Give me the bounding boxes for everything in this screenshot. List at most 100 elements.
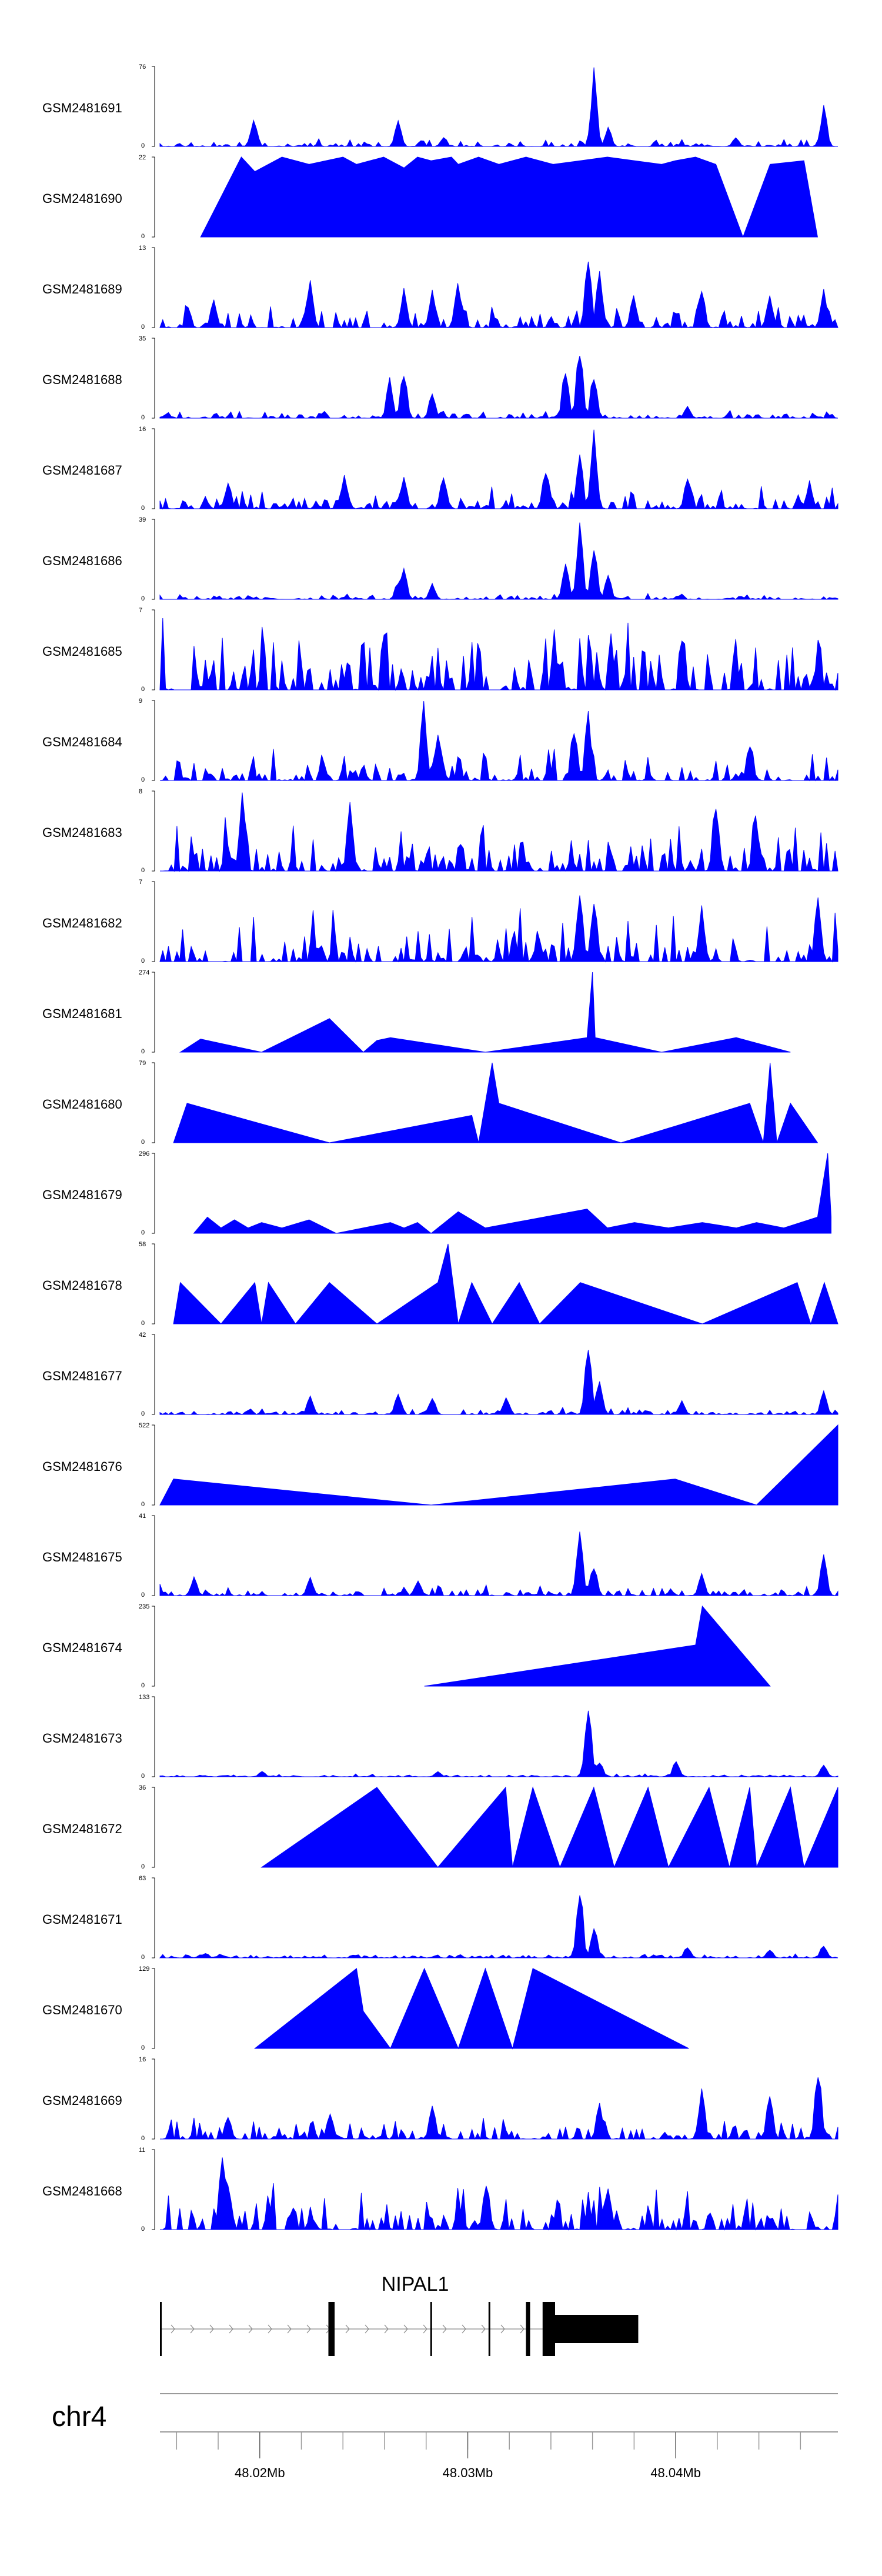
track-GSM2481691: GSM2481691 76 0 [42, 64, 838, 149]
y-min-tick-label: 0 [141, 1501, 145, 1508]
y-min-tick-label: 0 [141, 1320, 145, 1327]
y-min-tick-label: 0 [141, 957, 145, 965]
track-GSM2481683: GSM2481683 8 0 [42, 788, 838, 874]
signal-area [200, 156, 818, 238]
signal-area [159, 1424, 838, 1506]
y-max-tick-label: 296 [139, 1150, 149, 1157]
track-GSM2481678: GSM2481678 58 0 [42, 1241, 838, 1327]
x-tick-label: 48.03Mb [443, 2465, 493, 2480]
track-label: GSM2481670 [42, 2003, 122, 2017]
y-max-tick-label: 133 [139, 1694, 149, 1701]
strand-arrow [248, 2324, 253, 2334]
y-max-tick-label: 22 [139, 154, 146, 161]
strand-arrow [306, 2324, 311, 2334]
strand-arrow [520, 2324, 524, 2334]
strand-arrow [229, 2324, 233, 2334]
y-min-tick-label: 0 [141, 1048, 145, 1055]
track-label: GSM2481681 [42, 1006, 122, 1021]
track-label: GSM2481677 [42, 1369, 122, 1383]
strand-arrow [403, 2324, 408, 2334]
track-GSM2481672: GSM2481672 36 0 [42, 1784, 838, 1870]
y-max-tick-label: 58 [139, 1241, 146, 1248]
track-GSM2481671: GSM2481671 63 0 [42, 1875, 838, 1961]
track-label: GSM2481674 [42, 1640, 122, 1655]
track-GSM2481689: GSM2481689 13 0 [42, 245, 838, 331]
y-max-tick-label: 35 [139, 335, 146, 342]
signal-area [159, 1531, 838, 1597]
track-label: GSM2481685 [42, 644, 122, 659]
strand-arrow [384, 2324, 389, 2334]
y-max-tick-label: 42 [139, 1332, 146, 1339]
track-GSM2481686: GSM2481686 39 0 [42, 516, 838, 602]
y-max-tick-label: 41 [139, 1513, 146, 1520]
gene-utr-block [554, 2315, 639, 2343]
signal-area [193, 1153, 831, 1234]
y-max-tick-label: 274 [139, 969, 149, 976]
y-max-tick-label: 36 [139, 1784, 146, 1791]
signal-area [159, 895, 838, 963]
y-max-tick-label: 522 [139, 1422, 149, 1429]
gene-exon-block [160, 2302, 162, 2356]
signal-area [173, 1243, 838, 1325]
y-max-tick-label: 39 [139, 516, 146, 523]
y-max-tick-label: 16 [139, 426, 146, 433]
track-label: GSM2481672 [42, 1821, 122, 1836]
signal-area [173, 1062, 818, 1143]
y-min-tick-label: 0 [141, 1682, 145, 1689]
strand-arrow [268, 2324, 272, 2334]
y-min-tick-label: 0 [141, 1410, 145, 1417]
track-GSM2481687: GSM2481687 16 0 [42, 426, 838, 512]
track-GSM2481674: GSM2481674 235 0 [42, 1603, 771, 1689]
strand-arrow [209, 2324, 214, 2334]
y-min-tick-label: 0 [141, 505, 145, 512]
gene-track: NIPAL1 [160, 2273, 639, 2356]
track-GSM2481682: GSM2481682 7 0 [42, 879, 838, 965]
y-max-tick-label: 7 [139, 879, 142, 886]
track-GSM2481673: GSM2481673 133 0 [42, 1694, 838, 1780]
y-min-tick-label: 0 [141, 414, 145, 421]
strand-arrow [500, 2324, 505, 2334]
gene-exon-block [542, 2302, 555, 2356]
track-label: GSM2481673 [42, 1731, 122, 1746]
y-max-tick-label: 76 [139, 64, 146, 71]
track-GSM2481669: GSM2481669 16 0 [42, 2056, 838, 2142]
y-max-tick-label: 235 [139, 1603, 149, 1610]
track-GSM2481676: GSM2481676 522 0 [42, 1422, 838, 1508]
y-min-tick-label: 0 [141, 2135, 145, 2142]
y-min-tick-label: 0 [141, 1954, 145, 1961]
track-GSM2481668: GSM2481668 11 0 [42, 2147, 838, 2233]
y-min-tick-label: 0 [141, 595, 145, 602]
signal-area [159, 67, 838, 148]
track-label: GSM2481679 [42, 1187, 122, 1202]
track-label: GSM2481691 [42, 101, 122, 115]
track-label: GSM2481689 [42, 282, 122, 296]
strand-arrow [171, 2324, 175, 2334]
track-label: GSM2481675 [42, 1550, 122, 1564]
y-min-tick-label: 0 [141, 2225, 145, 2233]
signal-area [159, 355, 838, 419]
signal-area [159, 1350, 838, 1415]
y-min-tick-label: 0 [141, 1139, 145, 1146]
signal-area [253, 1967, 689, 2050]
y-min-tick-label: 0 [141, 142, 145, 149]
y-min-tick-label: 0 [141, 323, 145, 331]
track-label: GSM2481688 [42, 372, 122, 387]
strand-arrow [481, 2324, 486, 2334]
y-max-tick-label: 63 [139, 1875, 146, 1882]
x-tick-label: 48.04Mb [650, 2465, 701, 2480]
signal-area [159, 522, 838, 600]
track-GSM2481677: GSM2481677 42 0 [42, 1332, 838, 1417]
track-label: GSM2481669 [42, 2093, 122, 2108]
track-label: GSM2481682 [42, 916, 122, 930]
track-label: GSM2481683 [42, 825, 122, 840]
y-max-tick-label: 79 [139, 1060, 146, 1067]
y-max-tick-label: 129 [139, 1966, 149, 1973]
track-GSM2481688: GSM2481688 35 0 [42, 335, 838, 421]
track-GSM2481670: GSM2481670 129 0 [42, 1966, 689, 2051]
gene-exon-block [328, 2302, 335, 2356]
strand-arrow [365, 2324, 369, 2334]
track-label: GSM2481687 [42, 463, 122, 478]
track-GSM2481675: GSM2481675 41 0 [42, 1513, 838, 1599]
track-label: GSM2481676 [42, 1459, 122, 1474]
